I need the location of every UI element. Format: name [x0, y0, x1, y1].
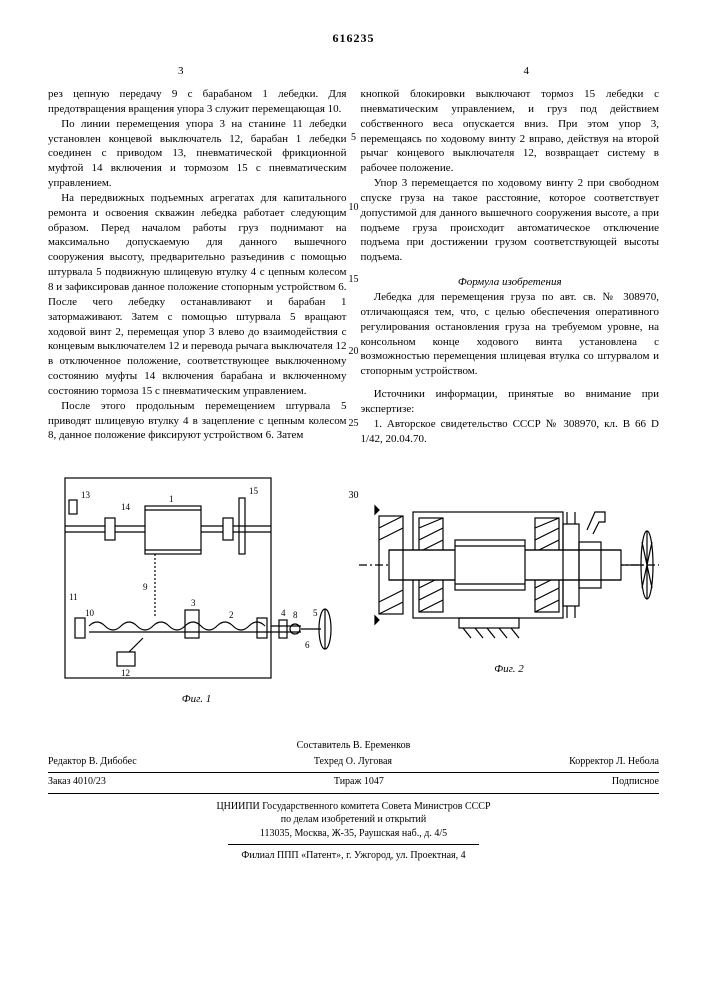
col-num-left: 3 — [178, 64, 184, 79]
composers-block: Составитель В. Еременков Редактор В. Диб… — [48, 739, 659, 773]
paragraph: По линии перемещения упора 3 на станине … — [48, 117, 347, 191]
column-numbers: 3 4 — [48, 64, 659, 79]
line-mark: 15 — [345, 273, 363, 287]
footer-line: Филиал ППП «Патент», г. Ужгород, ул. Про… — [48, 849, 659, 863]
sources-title: Источники информации, принятые во вниман… — [361, 387, 660, 417]
footer-line: 113035, Москва, Ж-35, Раушская наб., д. … — [48, 827, 659, 841]
svg-text:3: 3 — [191, 598, 196, 608]
line-mark: 20 — [345, 345, 363, 359]
svg-text:8: 8 — [293, 610, 298, 620]
redaktor: Редактор В. Дибобес — [48, 755, 137, 769]
footer-line: ЦНИИПИ Государственного комитета Совета … — [48, 800, 659, 814]
order-row: Заказ 4010/23 Тираж 1047 Подписное — [48, 773, 659, 794]
figure-2-caption: Фиг. 2 — [359, 662, 659, 677]
svg-text:2: 2 — [229, 610, 234, 620]
paragraph: 1. Авторское свидетельство СССР № 308970… — [361, 417, 660, 447]
svg-text:14: 14 — [121, 502, 131, 512]
paragraph: рез цепную передачу 9 с барабаном 1 лебе… — [48, 87, 347, 117]
line-mark: 25 — [345, 417, 363, 431]
paragraph: На передвижных подъемных агрегатах для к… — [48, 191, 347, 399]
text-columns: 5 10 15 20 25 30 рез цепную передачу 9 с… — [48, 87, 659, 446]
techred: Техред О. Луговая — [314, 755, 392, 769]
figure-1-caption: Фиг. 1 — [48, 692, 345, 707]
footer-line: по делам изобретений и открытий — [48, 813, 659, 827]
svg-text:15: 15 — [249, 486, 259, 496]
line-mark: 10 — [345, 201, 363, 215]
figure-1-svg: 13 1 15 14 — [57, 470, 337, 690]
figure-2-svg — [359, 470, 659, 660]
tirazh: Тираж 1047 — [334, 775, 384, 789]
line-mark: 30 — [345, 489, 363, 503]
zakaz: Заказ 4010/23 — [48, 775, 106, 789]
svg-text:12: 12 — [121, 668, 130, 678]
podpisnoe: Подписное — [612, 775, 659, 789]
line-mark: 5 — [345, 131, 363, 145]
svg-text:1: 1 — [169, 494, 174, 504]
svg-text:4: 4 — [281, 608, 286, 618]
korrektor: Корректор Л. Небола — [569, 755, 659, 769]
svg-text:11: 11 — [69, 592, 78, 602]
left-column: рез цепную передачу 9 с барабаном 1 лебе… — [48, 87, 347, 446]
paragraph: кнопкой блокировки выключают тормоз 15 л… — [361, 87, 660, 176]
sostavitel: Составитель В. Еременков — [48, 739, 659, 753]
document-number: 616235 — [48, 30, 659, 46]
footer: ЦНИИПИ Государственного комитета Совета … — [48, 800, 659, 863]
svg-text:13: 13 — [81, 490, 91, 500]
svg-text:6: 6 — [305, 640, 310, 650]
svg-text:5: 5 — [313, 608, 318, 618]
svg-text:9: 9 — [143, 582, 148, 592]
paragraph: После этого продольным перемещением штур… — [48, 399, 347, 444]
figure-1: 13 1 15 14 — [48, 470, 345, 707]
paragraph: Лебедка для перемещения груза по авт. св… — [361, 290, 660, 379]
svg-text:10: 10 — [85, 608, 95, 618]
col-num-right: 4 — [524, 64, 530, 79]
figure-2: Фиг. 2 — [359, 470, 659, 677]
right-column: кнопкой блокировки выключают тормоз 15 л… — [361, 87, 660, 446]
figures-row: 13 1 15 14 — [48, 470, 659, 707]
formula-title: Формула изобретения — [361, 275, 660, 290]
paragraph: Упор 3 перемещается по ходовому винту 2 … — [361, 176, 660, 265]
